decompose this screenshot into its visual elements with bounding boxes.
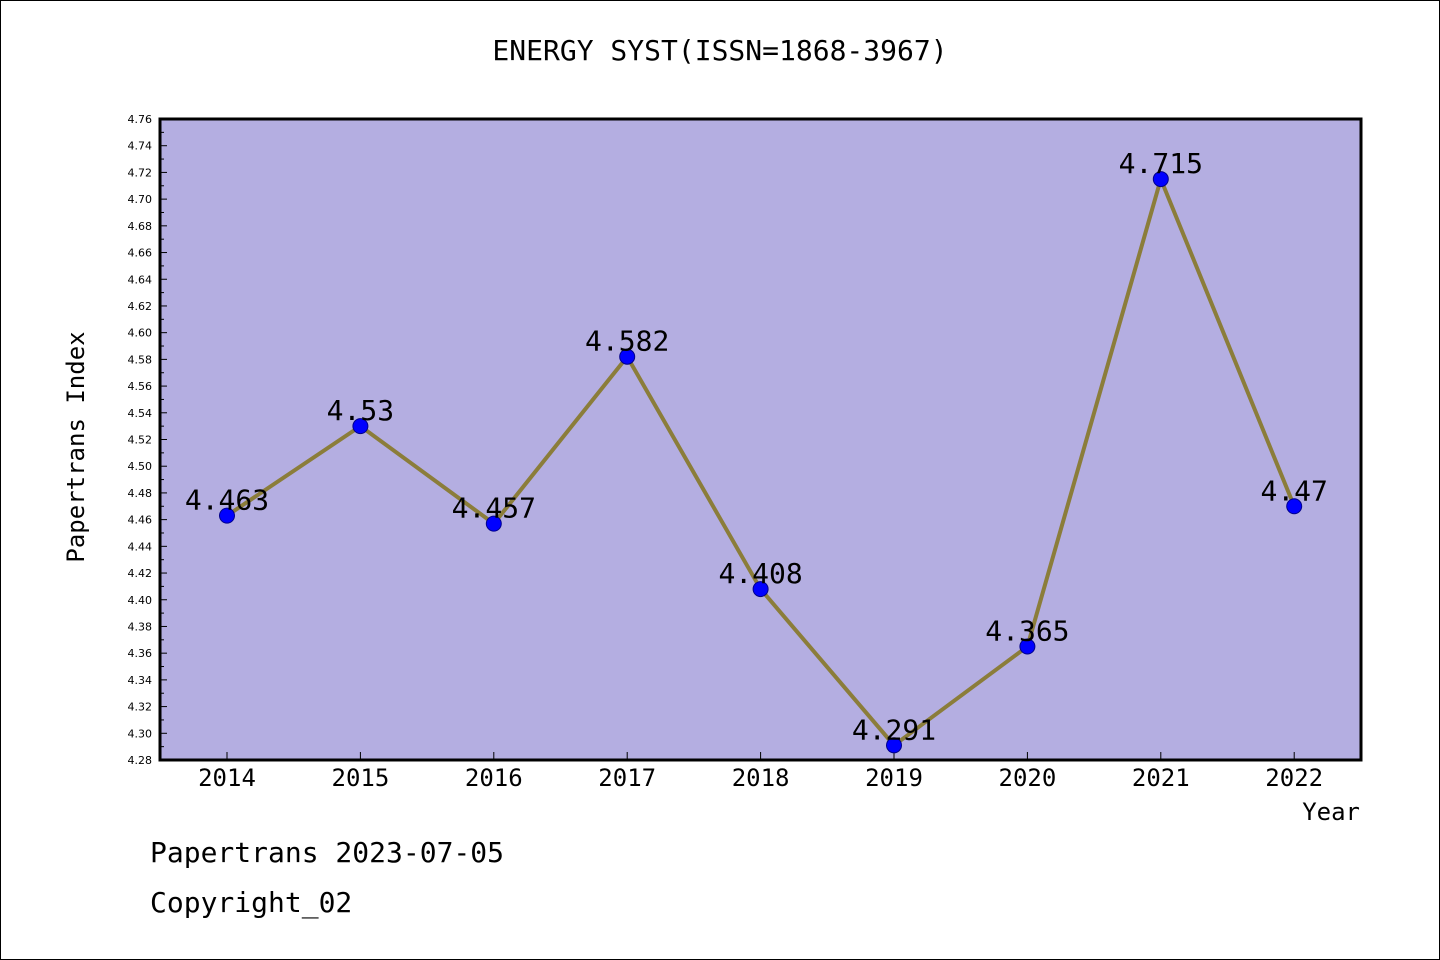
- y-tick-label: 4.76: [128, 113, 153, 126]
- y-tick-label: 4.62: [128, 300, 153, 313]
- data-point: [619, 348, 636, 365]
- data-point: [219, 507, 235, 524]
- footer-copyright: Copyright_02: [150, 886, 353, 919]
- y-tick-label: 4.70: [128, 193, 153, 206]
- y-tick-label: 4.66: [128, 247, 153, 260]
- y-tick-label: 4.44: [128, 540, 153, 553]
- y-tick-label: 4.56: [128, 380, 153, 393]
- data-label: 4.291: [852, 713, 936, 746]
- y-tick-label: 4.28: [128, 754, 153, 767]
- y-tick-label: 4.50: [128, 460, 153, 473]
- data-point: [1286, 498, 1303, 515]
- data-point: [352, 418, 369, 435]
- y-tick-label: 4.58: [128, 353, 153, 366]
- y-tick-label: 4.64: [128, 273, 153, 286]
- y-tick-label: 4.46: [128, 514, 153, 527]
- data-label: 4.408: [718, 557, 802, 590]
- data-label: 4.47: [1260, 474, 1327, 507]
- data-label: 4.365: [985, 614, 1069, 647]
- data-label: 4.457: [452, 492, 536, 525]
- y-tick-label: 4.34: [128, 674, 153, 687]
- y-tick-label: 4.32: [128, 701, 153, 714]
- plot-area: [160, 119, 1361, 760]
- y-axis-label: Papertrans Index: [62, 331, 90, 562]
- y-tick-label: 4.68: [128, 220, 153, 233]
- x-tick-label: 2020: [999, 764, 1057, 792]
- footer-date: Papertrans 2023-07-05: [150, 836, 505, 869]
- x-tick-label: 2017: [598, 764, 656, 792]
- data-label: 4.53: [327, 394, 394, 427]
- chart-title: ENERGY SYST(ISSN=1868-3967): [492, 34, 948, 67]
- y-tick-label: 4.60: [128, 327, 153, 340]
- x-tick-label: 2022: [1265, 764, 1323, 792]
- data-labels: 4.463 4.53 4.457 4.582 4.408 4.291 4.365 4.715 4…: [185, 147, 1328, 746]
- x-tick-label: 2021: [1132, 764, 1190, 792]
- y-tick-label: 4.40: [128, 594, 153, 607]
- y-tick-label: 4.38: [128, 620, 153, 633]
- x-tick-label: 2015: [332, 764, 390, 792]
- data-point: [1152, 171, 1169, 188]
- y-tick-label: 4.74: [128, 140, 153, 153]
- data-label: 4.715: [1119, 147, 1203, 180]
- x-tick-label: 2014: [198, 764, 256, 792]
- data-point: [886, 737, 902, 754]
- y-tick-label: 4.72: [128, 166, 153, 179]
- x-tick-label: 2016: [465, 764, 523, 792]
- x-axis-label: Year: [1302, 798, 1360, 826]
- data-markers: [219, 171, 1303, 754]
- data-label: 4.582: [585, 325, 669, 358]
- y-tick-label: 4.54: [128, 407, 153, 420]
- y-tick-label: 4.48: [128, 487, 153, 500]
- data-label: 4.463: [185, 484, 269, 517]
- y-tick-label: 4.42: [128, 567, 153, 580]
- y-tick-label: 4.36: [128, 647, 153, 660]
- data-point: [1019, 638, 1036, 655]
- y-axis: 4.28 4.30 4.32 4.34 4.36 4.38 4.40 4.42 4.44 4.46…: [128, 113, 167, 767]
- y-tick-label: 4.52: [128, 434, 153, 447]
- data-point: [752, 581, 769, 598]
- x-axis: 2014 2015 2016 2017 2018 2019 2020 2021 2022: [198, 752, 1323, 792]
- x-tick-label: 2019: [865, 764, 923, 792]
- data-point: [485, 515, 502, 532]
- plot-border: [158, 117, 1363, 762]
- y-tick-label: 4.30: [128, 727, 153, 740]
- x-tick-label: 2018: [732, 764, 790, 792]
